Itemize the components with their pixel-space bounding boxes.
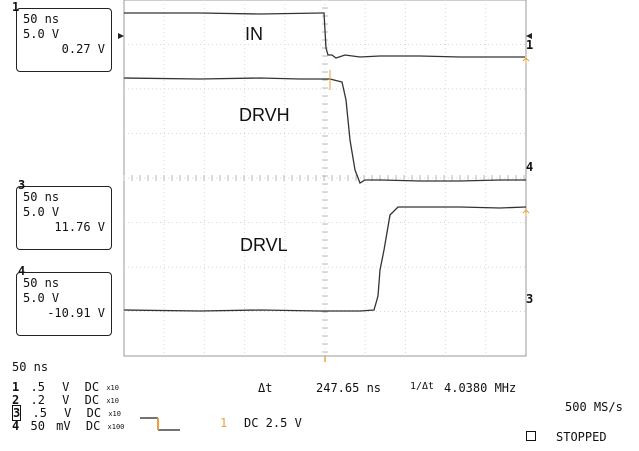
channel-num: 4 bbox=[12, 419, 20, 433]
ch4-right-marker: 4 bbox=[526, 160, 534, 174]
inverse-delta-t-value: 4.0380 MHz bbox=[444, 381, 517, 395]
channel-num: 2 bbox=[12, 393, 20, 407]
ch3-value: 11.76 V bbox=[54, 220, 105, 234]
channel-row: 1 .5 V DC x10 bbox=[12, 380, 119, 394]
ch1-timebase: 50 ns bbox=[23, 12, 60, 26]
trace-label-drvh: DRVH bbox=[239, 105, 290, 125]
inverse-delta-t-label: 1/Δt bbox=[410, 381, 435, 392]
ch1-right-marker: 1 bbox=[526, 38, 534, 52]
run-state: STOPPED bbox=[556, 430, 607, 444]
ch3-scale: 5.0 V bbox=[23, 205, 60, 219]
ch3-timebase: 50 ns bbox=[23, 190, 60, 204]
bottom-timebase: 50 ns bbox=[12, 360, 49, 374]
trace-in bbox=[124, 12, 525, 59]
ch1-info-box: 50 ns 5.0 V 0.27 V bbox=[16, 8, 112, 72]
ch1-scale: 5.0 V bbox=[23, 27, 60, 41]
channel-num: 3 bbox=[12, 405, 22, 421]
ch1-ground-arrow bbox=[118, 33, 124, 39]
trace-label-drvl: DRVL bbox=[240, 235, 288, 255]
ch1-box-label: 1 bbox=[12, 0, 20, 14]
ch1-value: 0.27 V bbox=[61, 42, 105, 56]
ch3-box-label: 3 bbox=[18, 178, 26, 192]
delta-t-label: Δt bbox=[258, 381, 273, 395]
channel-row: 4 50 mV DC x100 bbox=[12, 419, 125, 433]
ch4-scale: 5.0 V bbox=[23, 291, 60, 305]
ch4-value: -10.91 V bbox=[47, 306, 105, 320]
ch1-right-arrow bbox=[526, 33, 532, 39]
ch4-info-box: 50 ns 5.0 V -10.91 V bbox=[16, 272, 112, 336]
trigger-edge-icon bbox=[140, 417, 180, 431]
right-up-arrow-2 bbox=[522, 209, 530, 216]
trace-label-in: IN bbox=[245, 24, 263, 44]
channel-row: 3 .5 V DC x10 bbox=[12, 405, 121, 421]
grid-lines bbox=[123, 0, 526, 356]
right-up-arrow-1 bbox=[522, 57, 530, 64]
ch4-box-label: 4 bbox=[18, 264, 26, 278]
sample-rate: 500 MS/s bbox=[565, 400, 623, 414]
delta-t-value: 247.65 ns bbox=[316, 381, 382, 395]
ch4-timebase: 50 ns bbox=[23, 276, 60, 290]
ch3-right-marker: 3 bbox=[526, 292, 534, 306]
trigger-level: DC 2.5 V bbox=[244, 416, 302, 430]
channel-row: 2 .2 V DC x10 bbox=[12, 393, 119, 407]
trigger-source: 1 bbox=[220, 416, 228, 430]
channel-list: 1 .5 V DC x10 2 .2 V DC x10 3 .5 V DC x1… bbox=[12, 381, 124, 433]
trace-drvl bbox=[123, 206, 527, 312]
channel-num: 1 bbox=[12, 380, 20, 394]
ch3-info-box: 50 ns 5.0 V 11.76 V bbox=[16, 186, 112, 250]
trace-drvh bbox=[123, 77, 526, 184]
stop-indicator-icon bbox=[526, 431, 536, 441]
